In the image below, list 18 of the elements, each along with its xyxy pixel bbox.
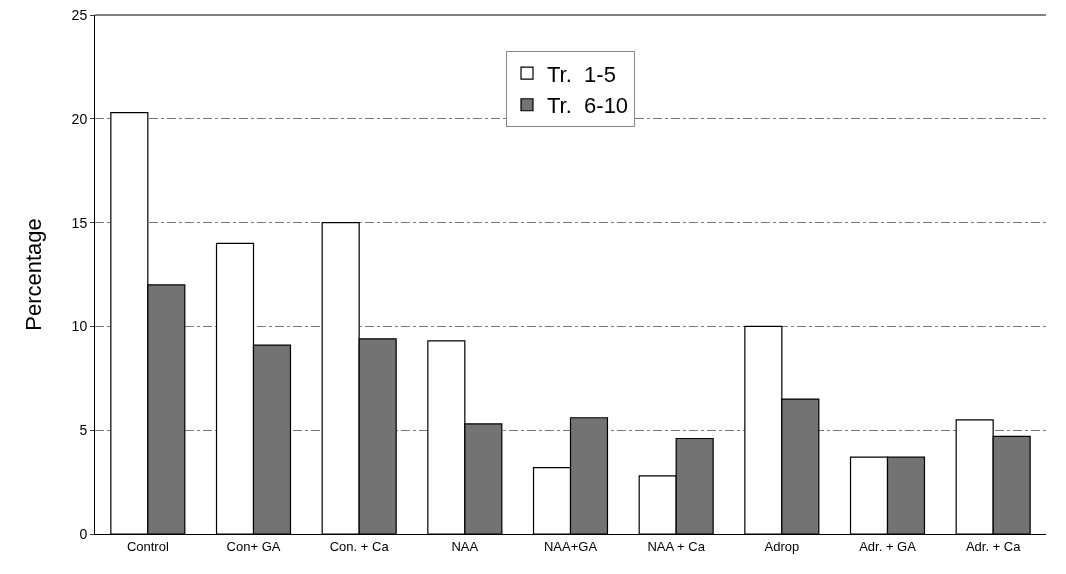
y-tick-label: 5 <box>79 422 88 439</box>
y-axis-title: Percentage <box>21 218 46 331</box>
x-tick-label: Adr. + Ca <box>965 538 1022 554</box>
x-tick-label: NAA+GA <box>543 538 598 554</box>
x-tick-label: Control <box>126 538 169 554</box>
x-tick-label: NAA + Ca <box>647 538 706 554</box>
y-tick-label: 25 <box>71 6 88 23</box>
x-tick-label: NAA <box>451 538 479 554</box>
legend-label: Tr. 1-5 <box>547 61 616 87</box>
x-tick-label: Con. + Ca <box>329 538 390 554</box>
y-tick-label: 0 <box>79 525 88 542</box>
y-tick-label: 10 <box>71 318 88 335</box>
y-tick-label: 20 <box>71 110 88 127</box>
x-tick-label: Con+ GA <box>226 538 281 554</box>
y-tick-label: 15 <box>71 214 88 231</box>
x-tick-label: Adr. + GA <box>859 538 917 554</box>
x-tick-label: Adrop <box>764 538 800 554</box>
legend-label: Tr. 6-10 <box>547 93 629 119</box>
